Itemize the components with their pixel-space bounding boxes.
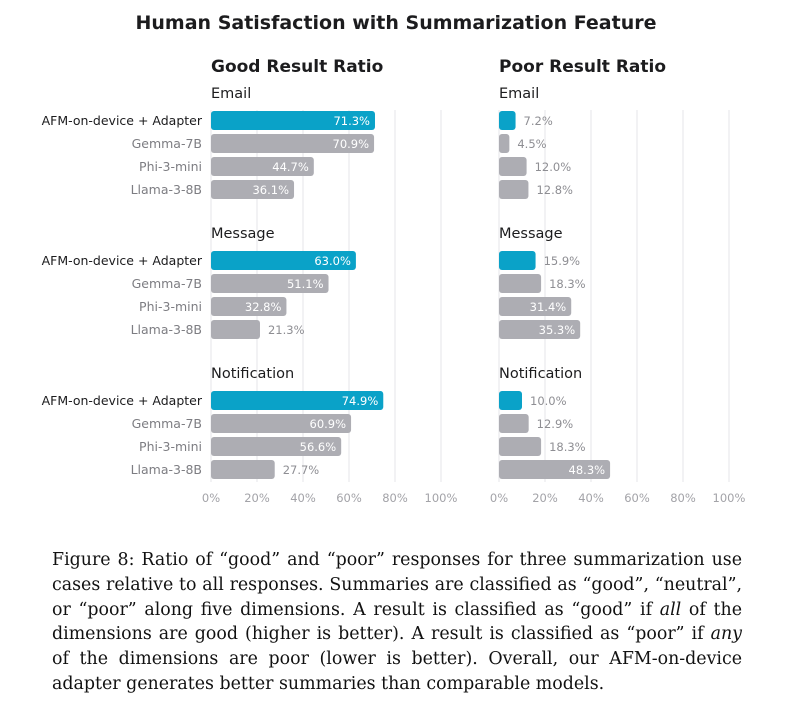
figure-caption: Figure 8: Ratio of “good” and “poor” res…	[52, 548, 742, 697]
data-label: 51.1%	[287, 277, 324, 291]
x-tick-label: 0%	[490, 491, 508, 505]
group-subtitle: Notification	[499, 366, 582, 382]
bar	[211, 460, 275, 479]
bar	[211, 134, 375, 153]
data-label: 32.8%	[245, 300, 282, 314]
data-label: 12.0%	[535, 160, 572, 174]
bar	[499, 437, 542, 456]
data-label: 48.3%	[569, 463, 606, 477]
group-subtitle: Message	[499, 226, 563, 242]
data-label: 12.9%	[537, 417, 574, 431]
x-tick-label: 100%	[713, 491, 746, 505]
category-label: AFM-on-device + Adapter	[42, 113, 203, 128]
category-label: Phi-3-mini	[139, 439, 202, 454]
bar	[211, 297, 287, 316]
bar	[499, 391, 522, 410]
summarization-chart: Human Satisfaction with Summarization Fe…	[42, 12, 746, 505]
bar	[211, 274, 329, 293]
group-subtitle: Notification	[211, 366, 294, 382]
x-tick-label: 40%	[290, 491, 316, 505]
data-label: 12.8%	[536, 183, 573, 197]
x-tick-label: 100%	[425, 491, 458, 505]
data-label: 70.9%	[333, 137, 370, 151]
panel-heading: Good Result Ratio	[211, 57, 383, 77]
bar	[499, 414, 529, 433]
data-label: 4.5%	[517, 137, 546, 151]
data-label: 36.1%	[252, 183, 289, 197]
bar	[499, 460, 611, 479]
data-label: 74.9%	[342, 394, 379, 408]
caption-text-3: of the dimensions are poor (lower is bet…	[52, 649, 742, 694]
category-label: Llama-3-8B	[131, 322, 202, 337]
data-label: 31.4%	[530, 300, 567, 314]
data-label: 60.9%	[310, 417, 347, 431]
data-label: 27.7%	[283, 463, 320, 477]
category-label: Llama-3-8B	[131, 462, 202, 477]
x-tick-label: 40%	[578, 491, 604, 505]
category-label: Gemma-7B	[132, 416, 202, 431]
data-label: 18.3%	[549, 440, 586, 454]
caption-text-1: Figure 8: Ratio of “good” and “poor” res…	[52, 550, 742, 620]
data-label: 71.3%	[333, 114, 370, 128]
panel-heading: Poor Result Ratio	[499, 57, 666, 77]
data-label: 35.3%	[539, 323, 576, 337]
x-tick-label: 20%	[532, 491, 558, 505]
data-label: 10.0%	[530, 394, 567, 408]
group-subtitle: Email	[211, 86, 251, 102]
data-label: 56.6%	[300, 440, 337, 454]
data-label: 63.0%	[314, 254, 351, 268]
bar	[499, 111, 516, 130]
bar	[211, 414, 352, 433]
chart-title: Human Satisfaction with Summarization Fe…	[136, 12, 657, 34]
data-label: 7.2%	[524, 114, 553, 128]
x-tick-label: 80%	[670, 491, 696, 505]
bar	[499, 320, 581, 339]
group-subtitle: Email	[499, 86, 539, 102]
bar	[499, 134, 510, 153]
bar	[499, 251, 536, 270]
x-tick-label: 60%	[624, 491, 650, 505]
bar	[499, 157, 527, 176]
category-label: Phi-3-mini	[139, 159, 202, 174]
caption-emphasis-any: any	[710, 624, 742, 645]
data-label: 18.3%	[549, 277, 586, 291]
data-label: 15.9%	[544, 254, 581, 268]
bar	[211, 320, 260, 339]
x-tick-label: 20%	[244, 491, 270, 505]
bar	[499, 274, 542, 293]
bar	[499, 297, 572, 316]
bar	[499, 180, 529, 199]
bar	[211, 111, 375, 130]
x-tick-label: 0%	[202, 491, 220, 505]
caption-text-2: of the dimensions are good (higher is be…	[52, 599, 742, 645]
category-label: AFM-on-device + Adapter	[42, 393, 203, 408]
category-label: Llama-3-8B	[131, 182, 202, 197]
category-label: Phi-3-mini	[139, 299, 202, 314]
x-tick-label: 60%	[336, 491, 362, 505]
data-label: 44.7%	[272, 160, 309, 174]
data-label: 21.3%	[268, 323, 305, 337]
bar	[211, 157, 314, 176]
group-subtitle: Message	[211, 226, 275, 242]
x-tick-label: 80%	[382, 491, 408, 505]
category-label: Gemma-7B	[132, 136, 202, 151]
bar	[211, 437, 342, 456]
category-label: Gemma-7B	[132, 276, 202, 291]
caption-emphasis-all: all	[659, 599, 682, 620]
bar	[211, 251, 356, 270]
category-label: AFM-on-device + Adapter	[42, 253, 203, 268]
bar	[211, 391, 384, 410]
bar	[211, 180, 295, 199]
